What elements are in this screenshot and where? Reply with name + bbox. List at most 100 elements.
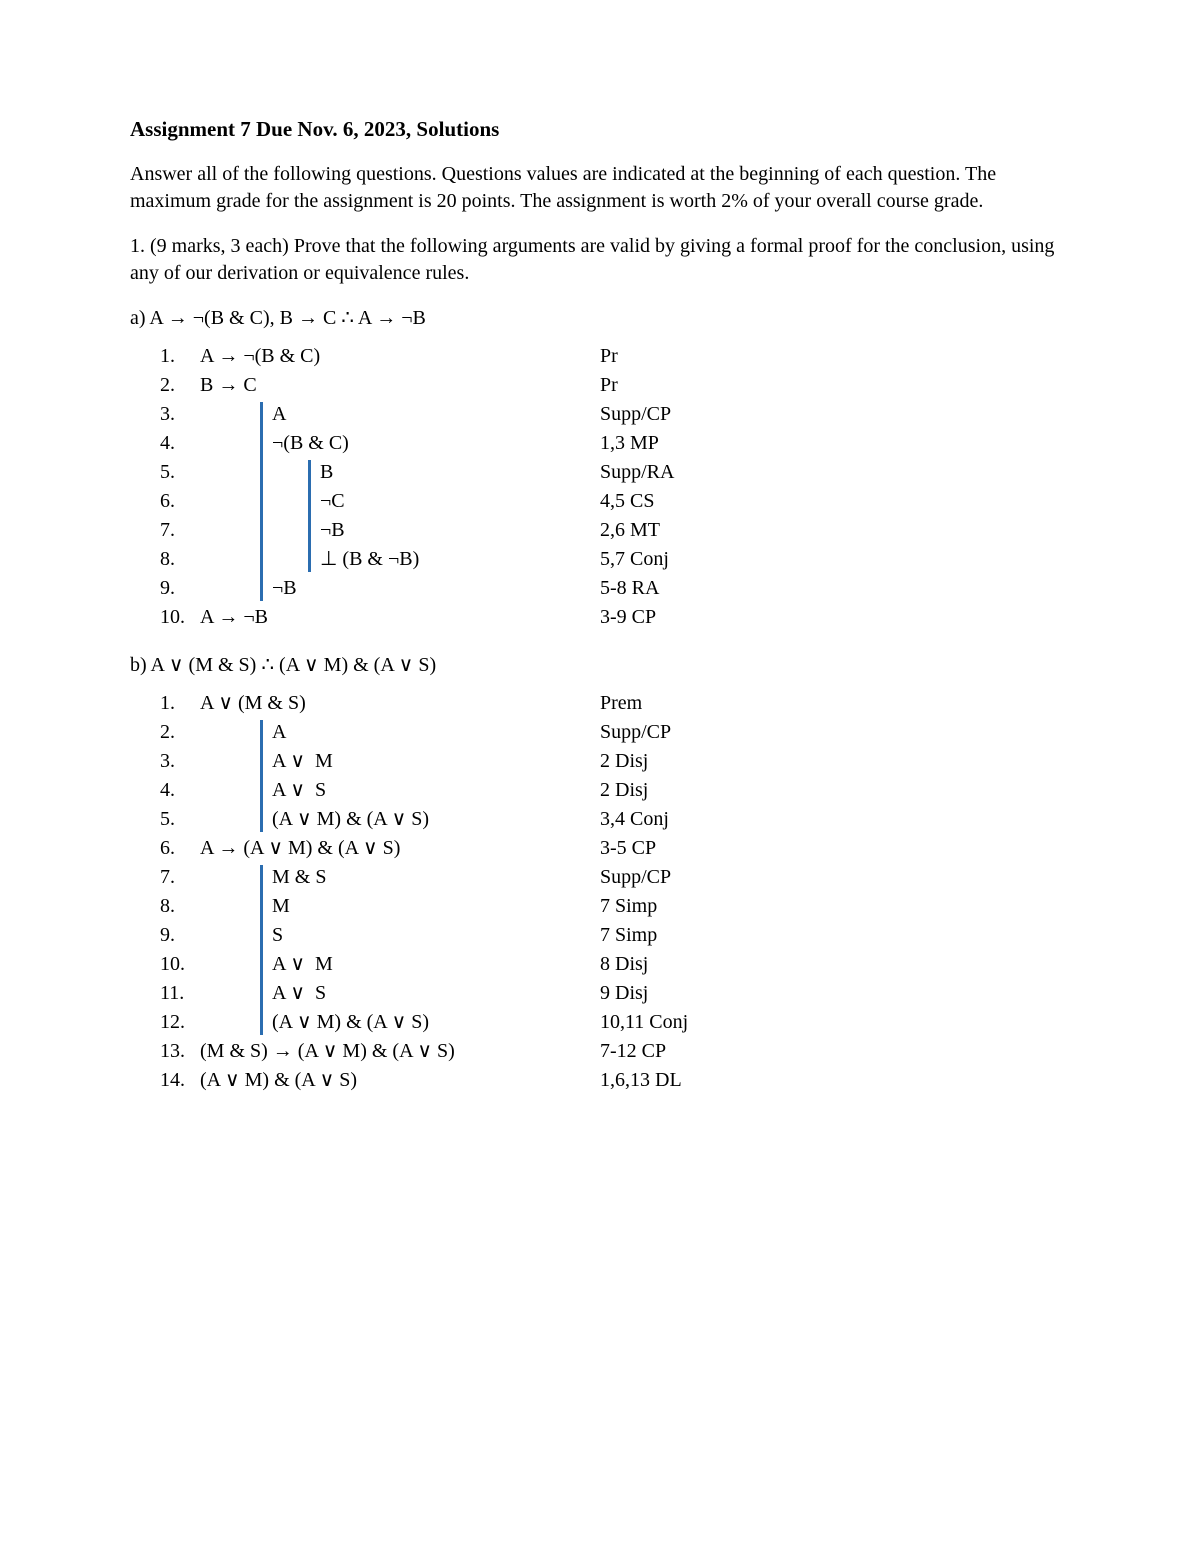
proof-line: 11.A ∨ S9 Disj [160, 979, 1070, 1008]
line-justification: 8 Disj [600, 951, 1070, 978]
proof-line: 7.¬B2,6 MT [160, 516, 1070, 545]
line-justification: 1,6,13 DL [600, 1067, 1070, 1094]
proof-a: 1.A → ¬(B & C)Pr2.B → CPr3.ASupp/CP4.¬(B… [160, 342, 1070, 632]
proof-line: 2.ASupp/CP [160, 718, 1070, 747]
line-number: 10. [160, 951, 200, 978]
proof-line: 5.BSupp/RA [160, 458, 1070, 487]
proof-line: 3.A ∨ M2 Disj [160, 747, 1070, 776]
proof-line: 8.M7 Simp [160, 892, 1070, 921]
line-formula: ⊥ (B & ¬B) [200, 546, 600, 573]
line-formula: A ∨ (M & S) [200, 690, 600, 717]
line-justification: Supp/RA [600, 459, 1070, 486]
line-formula: (A ∨ M) & (A ∨ S) [200, 1009, 600, 1036]
proof-line: 1.A ∨ (M & S)Prem [160, 689, 1070, 718]
line-formula: S [200, 922, 600, 949]
line-justification: 4,5 CS [600, 488, 1070, 515]
line-justification: Supp/CP [600, 864, 1070, 891]
line-number: 9. [160, 922, 200, 949]
part-b-header: b) A ∨ (M & S) ∴ (A ∨ M) & (A ∨ S) [130, 652, 1070, 679]
line-number: 5. [160, 806, 200, 833]
line-formula: A → ¬B [200, 604, 600, 631]
line-number: 1. [160, 690, 200, 717]
line-justification: 7-12 CP [600, 1038, 1070, 1065]
line-number: 9. [160, 575, 200, 602]
line-justification: 7 Simp [600, 893, 1070, 920]
proof-line: 9.¬B5-8 RA [160, 574, 1070, 603]
proof-line: 5.(A ∨ M) & (A ∨ S)3,4 Conj [160, 805, 1070, 834]
proof-line: 4.A ∨ S2 Disj [160, 776, 1070, 805]
line-formula: A [200, 719, 600, 746]
line-number: 4. [160, 777, 200, 804]
part-a-header: a) A → ¬(B & C), B → C ∴ A → ¬B [130, 305, 1070, 332]
line-justification: 5,7 Conj [600, 546, 1070, 573]
line-formula: B → C [200, 372, 600, 399]
line-number: 2. [160, 372, 200, 399]
proof-line: 8.⊥ (B & ¬B)5,7 Conj [160, 545, 1070, 574]
line-justification: Pr [600, 372, 1070, 399]
line-number: 8. [160, 546, 200, 573]
line-formula: A [200, 401, 600, 428]
proof-line: 2.B → CPr [160, 371, 1070, 400]
line-formula: ¬B [200, 517, 600, 544]
line-justification: 2,6 MT [600, 517, 1070, 544]
proof-line: 14.(A ∨ M) & (A ∨ S)1,6,13 DL [160, 1066, 1070, 1095]
proof-line: 13.(M & S) → (A ∨ M) & (A ∨ S)7-12 CP [160, 1037, 1070, 1066]
line-number: 7. [160, 864, 200, 891]
line-formula: (A ∨ M) & (A ∨ S) [200, 1067, 600, 1094]
line-formula: B [200, 459, 600, 486]
line-justification: 3,4 Conj [600, 806, 1070, 833]
proof-line: 6.¬C4,5 CS [160, 487, 1070, 516]
line-number: 4. [160, 430, 200, 457]
line-number: 1. [160, 343, 200, 370]
line-justification: Pr [600, 343, 1070, 370]
document-title: Assignment 7 Due Nov. 6, 2023, Solutions [130, 115, 1070, 143]
question-1: 1. (9 marks, 3 each) Prove that the foll… [130, 233, 1070, 287]
line-number: 10. [160, 604, 200, 631]
line-formula: (A ∨ M) & (A ∨ S) [200, 806, 600, 833]
line-justification: 2 Disj [600, 777, 1070, 804]
line-number: 12. [160, 1009, 200, 1036]
line-justification: Prem [600, 690, 1070, 717]
line-justification: 9 Disj [600, 980, 1070, 1007]
line-formula: (M & S) → (A ∨ M) & (A ∨ S) [200, 1038, 600, 1065]
line-justification: 5-8 RA [600, 575, 1070, 602]
line-justification: Supp/CP [600, 401, 1070, 428]
line-formula: A → ¬(B & C) [200, 343, 600, 370]
line-number: 14. [160, 1067, 200, 1094]
line-formula: A ∨ M [200, 748, 600, 775]
proof-line: 9.S7 Simp [160, 921, 1070, 950]
line-number: 6. [160, 835, 200, 862]
page: Assignment 7 Due Nov. 6, 2023, Solutions… [0, 0, 1200, 1553]
line-justification: 3-9 CP [600, 604, 1070, 631]
proof-line: 7.M & SSupp/CP [160, 863, 1070, 892]
proof-line: 12.(A ∨ M) & (A ∨ S)10,11 Conj [160, 1008, 1070, 1037]
proof-line: 10.A ∨ M8 Disj [160, 950, 1070, 979]
line-formula: ¬B [200, 575, 600, 602]
line-number: 3. [160, 401, 200, 428]
line-number: 3. [160, 748, 200, 775]
line-number: 5. [160, 459, 200, 486]
line-formula: ¬C [200, 488, 600, 515]
line-number: 11. [160, 980, 200, 1007]
line-formula: M & S [200, 864, 600, 891]
line-justification: 3-5 CP [600, 835, 1070, 862]
line-formula: A ∨ M [200, 951, 600, 978]
line-number: 7. [160, 517, 200, 544]
proof-b: 1.A ∨ (M & S)Prem2.ASupp/CP3.A ∨ M2 Disj… [160, 689, 1070, 1095]
line-justification: 7 Simp [600, 922, 1070, 949]
line-formula: ¬(B & C) [200, 430, 600, 457]
line-justification: 1,3 MP [600, 430, 1070, 457]
line-number: 13. [160, 1038, 200, 1065]
proof-line: 6.A → (A ∨ M) & (A ∨ S)3-5 CP [160, 834, 1070, 863]
line-formula: A → (A ∨ M) & (A ∨ S) [200, 835, 600, 862]
proof-line: 3.ASupp/CP [160, 400, 1070, 429]
line-formula: M [200, 893, 600, 920]
proof-line: 4.¬(B & C)1,3 MP [160, 429, 1070, 458]
line-justification: 2 Disj [600, 748, 1070, 775]
line-formula: A ∨ S [200, 777, 600, 804]
line-number: 2. [160, 719, 200, 746]
intro-paragraph: Answer all of the following questions. Q… [130, 161, 1070, 215]
line-number: 8. [160, 893, 200, 920]
line-justification: Supp/CP [600, 719, 1070, 746]
line-number: 6. [160, 488, 200, 515]
